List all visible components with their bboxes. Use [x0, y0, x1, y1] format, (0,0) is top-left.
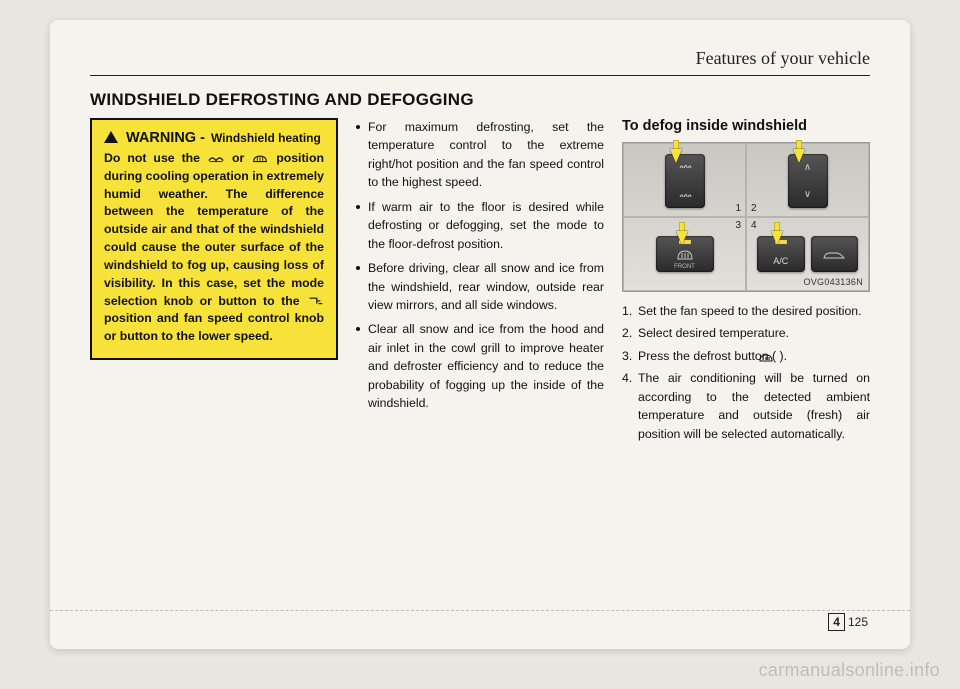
page-number: 4125: [828, 613, 868, 631]
quadrant-label: 2: [751, 203, 757, 214]
content-columns: WARNING - Windshield heating Do not use …: [90, 118, 870, 447]
page-title: WINDSHIELD DEFROSTING AND DEFOGGING: [90, 90, 870, 110]
warning-box: WARNING - Windshield heating Do not use …: [90, 118, 338, 360]
watermark: carmanualsonline.info: [759, 660, 940, 681]
windshield-defrost-icon: [676, 248, 694, 263]
quadrant-label: 3: [735, 220, 741, 231]
tips-list: For maximum defrosting, set the temperat…: [356, 118, 604, 413]
floor-icon: [306, 295, 324, 305]
steps-list: Set the fan speed to the desired positio…: [622, 302, 870, 443]
column-3: To defog inside windshield: [622, 118, 870, 447]
step-item: Set the fan speed to the desired positio…: [622, 302, 870, 320]
floor-defrost-icon: [207, 153, 225, 163]
ac-label: A/C: [773, 256, 788, 266]
warning-text-post: position during cooling operation in ext…: [104, 151, 324, 308]
warning-triangle-icon: [104, 131, 118, 143]
diagram-quadrant-2: ∧ ∨ 2: [746, 143, 869, 217]
diagram-quadrant-3: FRONT 3: [623, 217, 746, 291]
control-diagram: 1 ∧ ∨ 2: [622, 142, 870, 292]
tip-item: Before driving, clear all snow and ice f…: [356, 259, 604, 314]
diagram-code: OVG043136N: [803, 277, 863, 287]
tip-item: For maximum defrosting, set the temperat…: [356, 118, 604, 192]
warning-subject: Windshield heating: [211, 131, 321, 145]
car-outline-icon: [822, 248, 846, 263]
defrost-inline-icon: [758, 352, 774, 362]
quadrant-label: 1: [735, 203, 741, 214]
cut-line: [50, 610, 910, 611]
fan-down-icon: [678, 189, 692, 202]
chapter-number: 4: [828, 613, 845, 631]
warning-body: Do not use the or position during coolin…: [104, 150, 324, 346]
warning-text-tail: position and fan speed control knob or b…: [104, 311, 324, 343]
step-item: The air conditioning will be turned on a…: [622, 369, 870, 443]
recirculate-button: [811, 236, 859, 272]
front-label: FRONT: [674, 264, 695, 270]
step-item: Press the defrost button ( ).: [622, 347, 870, 365]
tip-item: Clear all snow and ice from the hood and…: [356, 320, 604, 412]
temp-up-icon: ∧: [804, 162, 811, 173]
page-number-value: 125: [848, 615, 868, 629]
warning-heading: WARNING - Windshield heating: [104, 130, 324, 146]
warning-text-mid: or: [232, 151, 251, 165]
manual-page: Features of your vehicle WINDSHIELD DEFR…: [50, 20, 910, 649]
column-1: WARNING - Windshield heating Do not use …: [90, 118, 338, 447]
temp-down-icon: ∨: [804, 189, 811, 200]
diagram-quadrant-1: 1: [623, 143, 746, 217]
column-2: For maximum defrosting, set the temperat…: [356, 118, 604, 447]
quadrant-label: 4: [751, 220, 757, 231]
warning-text-pre: Do not use the: [104, 151, 207, 165]
defog-heading: To defog inside windshield: [622, 118, 870, 134]
tip-item: If warm air to the floor is desired whil…: [356, 198, 604, 253]
defrost-icon: [251, 153, 269, 163]
section-header: Features of your vehicle: [90, 48, 870, 76]
step-item: Select desired temperature.: [622, 324, 870, 342]
warning-label: WARNING -: [126, 130, 205, 146]
